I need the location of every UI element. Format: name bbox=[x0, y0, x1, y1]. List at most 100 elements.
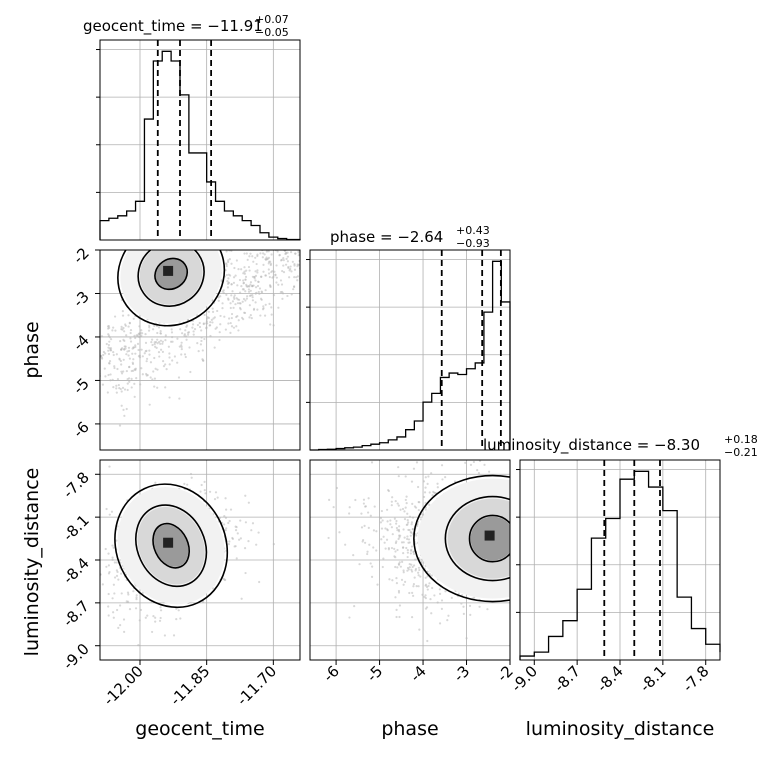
scatter-point bbox=[157, 351, 161, 354]
scatter-point bbox=[296, 265, 299, 268]
scatter-point bbox=[275, 264, 278, 267]
scatter-point bbox=[248, 294, 252, 297]
scatter-point bbox=[126, 378, 129, 381]
scatter-point bbox=[410, 563, 413, 566]
scatter-point bbox=[397, 563, 401, 566]
scatter-point bbox=[115, 391, 118, 394]
scatter-point bbox=[394, 541, 397, 545]
ytick-label-phase: -3 bbox=[70, 288, 93, 311]
scatter-point bbox=[301, 234, 303, 236]
scatter-point bbox=[111, 558, 114, 561]
scatter-point bbox=[249, 252, 252, 255]
scatter-point bbox=[412, 467, 416, 470]
panels: -12.00 -11.85 -11.70 -6 -5 -4 -3 -2 -9.0 -8.7 -8.4… bbox=[59, 39, 721, 709]
contour-level-1 bbox=[413, 474, 510, 603]
scatter-point bbox=[293, 215, 295, 217]
scatter-point bbox=[112, 616, 115, 619]
scatter-point bbox=[255, 262, 258, 266]
scatter-point bbox=[412, 594, 415, 597]
scatter-point bbox=[233, 266, 236, 270]
scatter-point bbox=[199, 490, 202, 493]
scatter-point bbox=[290, 270, 293, 273]
scatter-point bbox=[265, 250, 268, 253]
scatter-point bbox=[227, 259, 230, 262]
scatter-point bbox=[404, 475, 407, 478]
scatter-point bbox=[404, 498, 407, 502]
scatter-point bbox=[294, 233, 296, 235]
scatter-point bbox=[271, 221, 273, 223]
scatter-point bbox=[132, 358, 135, 361]
scatter-point bbox=[183, 353, 187, 356]
scatter-point bbox=[126, 382, 129, 385]
scatter-point bbox=[229, 331, 232, 334]
scatter-point bbox=[417, 585, 420, 588]
scatter-point bbox=[387, 489, 390, 493]
scatter-point bbox=[296, 279, 299, 282]
scatter-point bbox=[180, 348, 183, 351]
scatter-point bbox=[263, 314, 267, 317]
scatter-point bbox=[327, 536, 330, 540]
scatter-point bbox=[240, 285, 243, 288]
scatter-point bbox=[246, 258, 249, 261]
scatter-point bbox=[159, 329, 162, 333]
scatter-point bbox=[232, 281, 236, 284]
scatter-point bbox=[267, 250, 270, 253]
scatter-point bbox=[190, 476, 193, 479]
scatter-point bbox=[168, 352, 171, 355]
scatter-point bbox=[212, 317, 215, 320]
scatter-point bbox=[131, 352, 134, 355]
scatter-point bbox=[177, 376, 181, 379]
scatter-point bbox=[409, 530, 412, 534]
panel-frame bbox=[99, 39, 301, 241]
scatter-point bbox=[224, 328, 227, 331]
scatter-point bbox=[360, 512, 363, 515]
scatter-point bbox=[469, 463, 473, 466]
scatter-point bbox=[279, 290, 282, 294]
joint-panel-geocent_time-vs-luminosity_distance bbox=[99, 459, 301, 661]
scatter-point bbox=[288, 276, 291, 279]
scatter-point bbox=[159, 606, 162, 609]
scatter-point bbox=[391, 579, 394, 582]
scatter-point bbox=[237, 268, 240, 271]
scatter-point bbox=[401, 560, 404, 563]
panel-frame bbox=[99, 249, 301, 451]
scatter-point bbox=[107, 592, 110, 596]
scatter-point bbox=[414, 506, 418, 509]
scatter-point bbox=[386, 508, 389, 511]
scatter-point bbox=[232, 296, 236, 299]
scatter-point bbox=[180, 353, 183, 356]
scatter-point bbox=[270, 246, 272, 248]
scatter-point bbox=[178, 397, 181, 400]
scatter-point bbox=[216, 309, 219, 313]
scatter-point bbox=[110, 510, 114, 513]
scatter-point bbox=[112, 326, 115, 329]
scatter-point bbox=[140, 348, 143, 351]
scatter-point bbox=[476, 469, 479, 472]
scatter-point bbox=[120, 370, 123, 373]
scatter-point bbox=[412, 582, 415, 586]
scatter-point bbox=[271, 226, 273, 228]
scatter-point bbox=[131, 361, 134, 364]
scatter-point bbox=[128, 607, 132, 611]
xlabel-luminosity-distance: luminosity_distance bbox=[526, 718, 715, 740]
scatter-point bbox=[231, 300, 235, 303]
scatter-point bbox=[256, 308, 259, 311]
scatter-point bbox=[188, 346, 191, 349]
scatter-point bbox=[265, 258, 269, 261]
scatter-point bbox=[214, 491, 218, 494]
scatter-point bbox=[424, 597, 427, 600]
scatter-point bbox=[225, 293, 228, 296]
scatter-point bbox=[211, 310, 215, 314]
scatter-point bbox=[301, 269, 303, 271]
scatter-point bbox=[97, 373, 99, 375]
scatter-point bbox=[407, 521, 410, 524]
scatter-point bbox=[406, 549, 409, 552]
scatter-point bbox=[235, 325, 238, 328]
scatter-point bbox=[370, 575, 374, 578]
scatter-point bbox=[406, 512, 409, 515]
scatter-point bbox=[218, 516, 222, 520]
scatter-point bbox=[92, 333, 94, 335]
scatter-point bbox=[213, 346, 216, 349]
scatter-point bbox=[278, 253, 281, 257]
scatter-point bbox=[230, 283, 233, 286]
